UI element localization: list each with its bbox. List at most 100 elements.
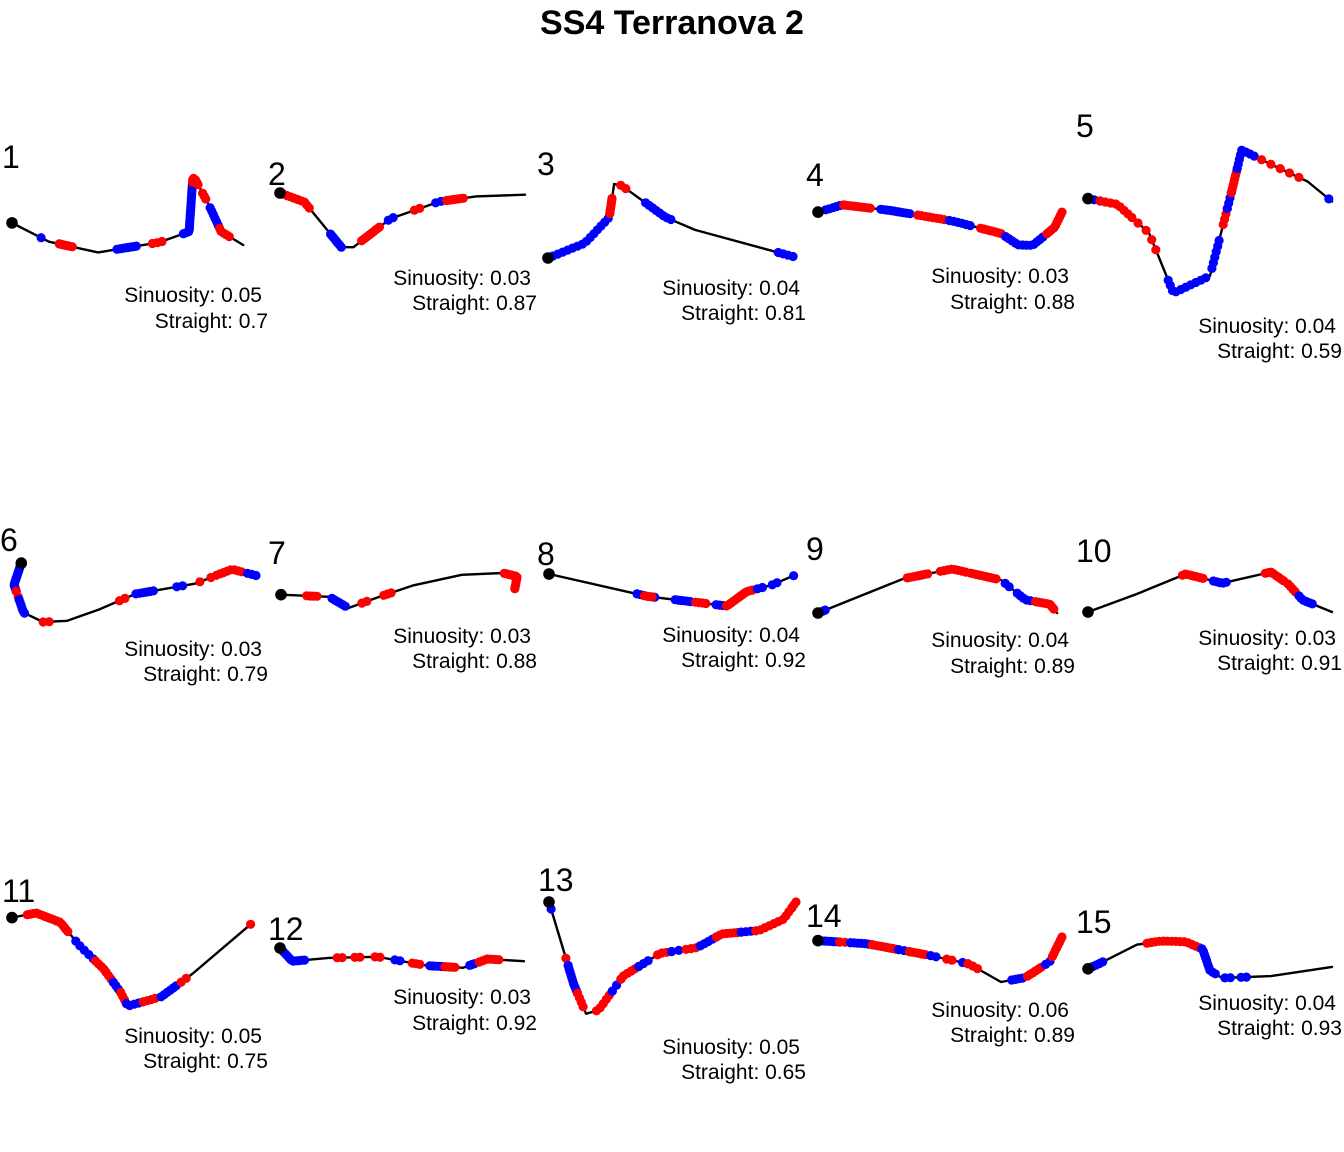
- sinuosity-label: Sinuosity: 0.04: [1198, 315, 1336, 338]
- start-point-marker: [1082, 606, 1094, 618]
- blue-track-point: [757, 582, 768, 593]
- red-track-point: [362, 596, 372, 607]
- start-point-marker: [15, 557, 28, 569]
- blue-track-point: [178, 581, 188, 591]
- blue-track-point: [788, 251, 798, 262]
- straightness-label: Straight: 0.89: [950, 1024, 1075, 1047]
- blue-track-point: [1004, 582, 1014, 592]
- blue-track-point: [965, 221, 975, 231]
- red-track-point: [991, 574, 1001, 584]
- start-point-marker: [1082, 963, 1094, 975]
- blue-track-point: [905, 209, 915, 219]
- red-track-point: [972, 964, 983, 974]
- blue-track-point: [1225, 973, 1235, 983]
- blue-track-point: [643, 956, 653, 966]
- red-track-point: [1147, 235, 1157, 245]
- red-track-point: [450, 962, 460, 972]
- blue-track-point: [1324, 194, 1334, 204]
- blue-track-point: [1210, 969, 1220, 979]
- red-track-point: [607, 193, 617, 203]
- red-track-point: [337, 953, 347, 963]
- blue-track-point: [1307, 599, 1317, 609]
- blue-track-point: [789, 571, 799, 581]
- start-point-marker: [812, 607, 824, 619]
- sinuosity-label: Sinuosity: 0.06: [931, 999, 1069, 1022]
- blue-track-point: [1201, 273, 1211, 283]
- red-track-point: [1294, 172, 1304, 182]
- red-track-point: [224, 232, 234, 242]
- blue-track-point: [772, 578, 782, 588]
- straightness-label: Straight: 0.92: [681, 649, 806, 672]
- panel-number-label: 9: [806, 531, 824, 567]
- sinuosity-label: Sinuosity: 0.04: [662, 277, 800, 300]
- blue-track-point: [395, 956, 405, 966]
- red-track-point: [947, 955, 957, 965]
- panel-number-label: 7: [268, 535, 286, 571]
- blue-track-point: [1249, 151, 1259, 161]
- panel-number-label: 14: [806, 898, 842, 934]
- panel-number-label: 13: [538, 862, 574, 898]
- blue-track-point: [36, 233, 46, 243]
- sinuosity-label: Sinuosity: 0.05: [662, 1036, 800, 1059]
- track-path-line: [10, 911, 255, 1008]
- red-track-point: [621, 184, 631, 194]
- start-point-marker: [6, 911, 18, 924]
- red-track-point: [1057, 932, 1067, 942]
- sinuosity-label: Sinuosity: 0.03: [393, 986, 531, 1009]
- red-track-point: [1141, 225, 1151, 235]
- straightness-label: Straight: 0.75: [143, 1050, 268, 1073]
- panel-number-label: 12: [268, 911, 304, 947]
- red-track-point: [1257, 155, 1267, 165]
- straightness-label: Straight: 0.59: [1217, 340, 1342, 363]
- red-track-point: [67, 242, 77, 252]
- red-track-point: [1266, 159, 1276, 169]
- red-track-point: [386, 588, 396, 598]
- panel-1: 1 Sinuosity: 0.05 Straight: 0.7: [2, 139, 268, 333]
- red-track-point: [193, 180, 203, 190]
- straightness-label: Straight: 0.88: [950, 291, 1075, 314]
- blue-track-point: [1241, 972, 1251, 982]
- straightness-label: Straight: 0.81: [681, 302, 806, 325]
- panel-9: 9 Sinuosity: 0.04 Straight: 0.89: [806, 531, 1075, 678]
- sinuosity-label: Sinuosity: 0.04: [1198, 992, 1336, 1015]
- blue-track-point: [931, 952, 941, 962]
- straightness-label: Straight: 0.7: [155, 310, 268, 333]
- red-track-point: [647, 592, 657, 602]
- blue-track-point: [131, 241, 141, 251]
- blue-track-point: [1098, 957, 1108, 967]
- red-track-point: [246, 919, 256, 929]
- red-track-point: [312, 591, 322, 601]
- red-track-point: [561, 953, 571, 963]
- blue-track-point: [299, 955, 310, 965]
- sinuosity-label: Sinuosity: 0.05: [124, 284, 262, 307]
- red-track-point: [120, 593, 130, 604]
- track-path-line: [10, 176, 245, 254]
- straightness-label: Straight: 0.91: [1217, 652, 1342, 675]
- blue-track-point: [19, 608, 30, 618]
- blue-track-point: [674, 945, 684, 956]
- red-track-point: [701, 598, 711, 609]
- red-track-point: [157, 236, 167, 247]
- sinuosity-label: Sinuosity: 0.03: [124, 638, 262, 661]
- straightness-label: Straight: 0.92: [412, 1012, 537, 1035]
- red-track-point: [44, 617, 54, 627]
- red-track-point: [1049, 604, 1059, 614]
- red-track-point: [578, 1002, 588, 1012]
- red-track-point: [865, 203, 875, 213]
- start-point-marker: [1082, 192, 1094, 205]
- red-track-point: [791, 897, 801, 907]
- blue-track-point: [1221, 577, 1231, 587]
- red-track-point: [458, 193, 468, 203]
- red-track-point: [195, 577, 205, 587]
- red-track-point: [1151, 245, 1161, 255]
- start-point-marker: [6, 217, 18, 229]
- start-point-marker: [274, 942, 286, 954]
- panel-number-label: 1: [2, 139, 20, 175]
